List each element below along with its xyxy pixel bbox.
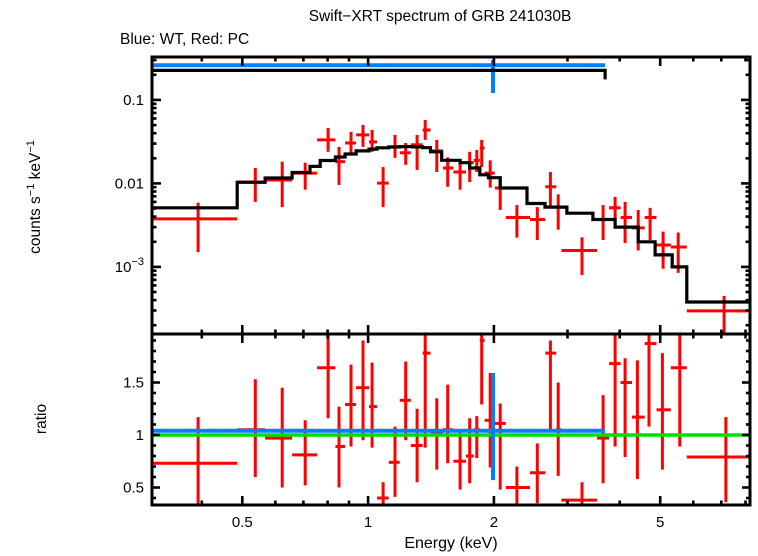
wt-ratio-errorbar (152, 373, 606, 481)
ratio-point-errorbar (494, 403, 506, 490)
pc-point-errorbar (479, 139, 485, 168)
y-axis-label-counts: counts s−1 keV−1 (25, 140, 44, 254)
ratio-y-tick-label: 1 (136, 427, 144, 444)
ratio-point-errorbar (317, 334, 336, 419)
x-tick-label: 1 (364, 514, 372, 531)
y-axis-label-ratio: ratio (33, 404, 50, 434)
tick-labels: 0.5 1 2 5 0.1 0.01 10−3 0.5 1 1.5 (115, 92, 665, 531)
ratio-point-errorbar (422, 334, 431, 448)
pc-point-errorbar (644, 207, 657, 240)
ratio-point-errorbar (453, 429, 466, 490)
x-tick-label: 2 (490, 514, 498, 531)
pc-point-errorbar (377, 167, 389, 208)
pc-model-line (152, 145, 750, 304)
wt-model-line (152, 68, 607, 80)
bottom-panel-frame (150, 332, 752, 507)
ratio-point-errorbar (356, 340, 369, 441)
pc-point-errorbar (265, 161, 293, 208)
pc-point-errorbar (422, 119, 431, 140)
ratio-point-errorbar (335, 406, 346, 488)
pc-point-errorbar (656, 231, 671, 269)
pc-point-errorbar (453, 160, 466, 190)
ratio-y-tick-label: 0.5 (123, 480, 144, 497)
pc-point-errorbar (505, 205, 530, 238)
ratio-panel-data (152, 334, 750, 505)
pc-point-errorbar (410, 134, 423, 170)
ratio-point-errorbar (345, 364, 357, 447)
pc-point-errorbar (530, 207, 546, 240)
chart-title: Swift−XRT spectrum of GRB 241030B (309, 8, 572, 25)
ratio-point-errorbar (670, 334, 687, 447)
spectrum-y-tick-label: 0.1 (123, 92, 144, 109)
ratio-point-errorbar (632, 360, 645, 480)
ratio-point-errorbar (479, 334, 485, 405)
pc-point-errorbar (335, 146, 346, 185)
ratio-point-errorbar (644, 334, 657, 427)
x-tick-label: 0.5 (232, 514, 253, 531)
ratio-point-errorbar (545, 340, 557, 430)
ratio-point-errorbar (388, 426, 400, 497)
legend-note: Blue: WT, Red: PC (120, 31, 249, 48)
pc-point-errorbar (345, 131, 357, 155)
axis-ticks (152, 57, 750, 505)
plot-area: 0.5 1 2 5 0.1 0.01 10−3 0.5 1 1.5 (115, 55, 752, 531)
spectrum-y-tick-label: 0.01 (115, 175, 144, 192)
ratio-y-tick-label: 1.5 (123, 375, 144, 392)
pc-point-errorbar (152, 202, 238, 253)
pc-point-errorbar (620, 201, 632, 243)
spectrum-panel-data (152, 60, 750, 334)
ratio-point-errorbar (530, 443, 546, 504)
x-tick-label: 5 (656, 514, 664, 531)
pc-point-errorbar (686, 295, 750, 334)
ratio-point-errorbar (656, 353, 671, 470)
ratio-point-errorbar (265, 387, 293, 488)
ratio-point-errorbar (597, 395, 609, 484)
pc-point-errorbar (484, 160, 495, 188)
x-axis-label: Energy (keV) (404, 535, 497, 552)
pc-point-errorbar (356, 124, 369, 147)
pc-point-errorbar (561, 237, 597, 275)
ratio-point-errorbar (399, 361, 411, 441)
ratio-point-errorbar (686, 417, 750, 503)
ratio-point-errorbar (410, 408, 423, 483)
spectrum-y-tick-label: 10−3 (115, 256, 144, 276)
ratio-point-errorbar (620, 358, 632, 457)
pc-point-errorbar (317, 127, 336, 152)
ratio-point-errorbar (609, 334, 621, 447)
pc-point-errorbar (545, 172, 557, 208)
ratio-point-errorbar (505, 466, 530, 505)
pc-point-errorbar (442, 157, 454, 187)
